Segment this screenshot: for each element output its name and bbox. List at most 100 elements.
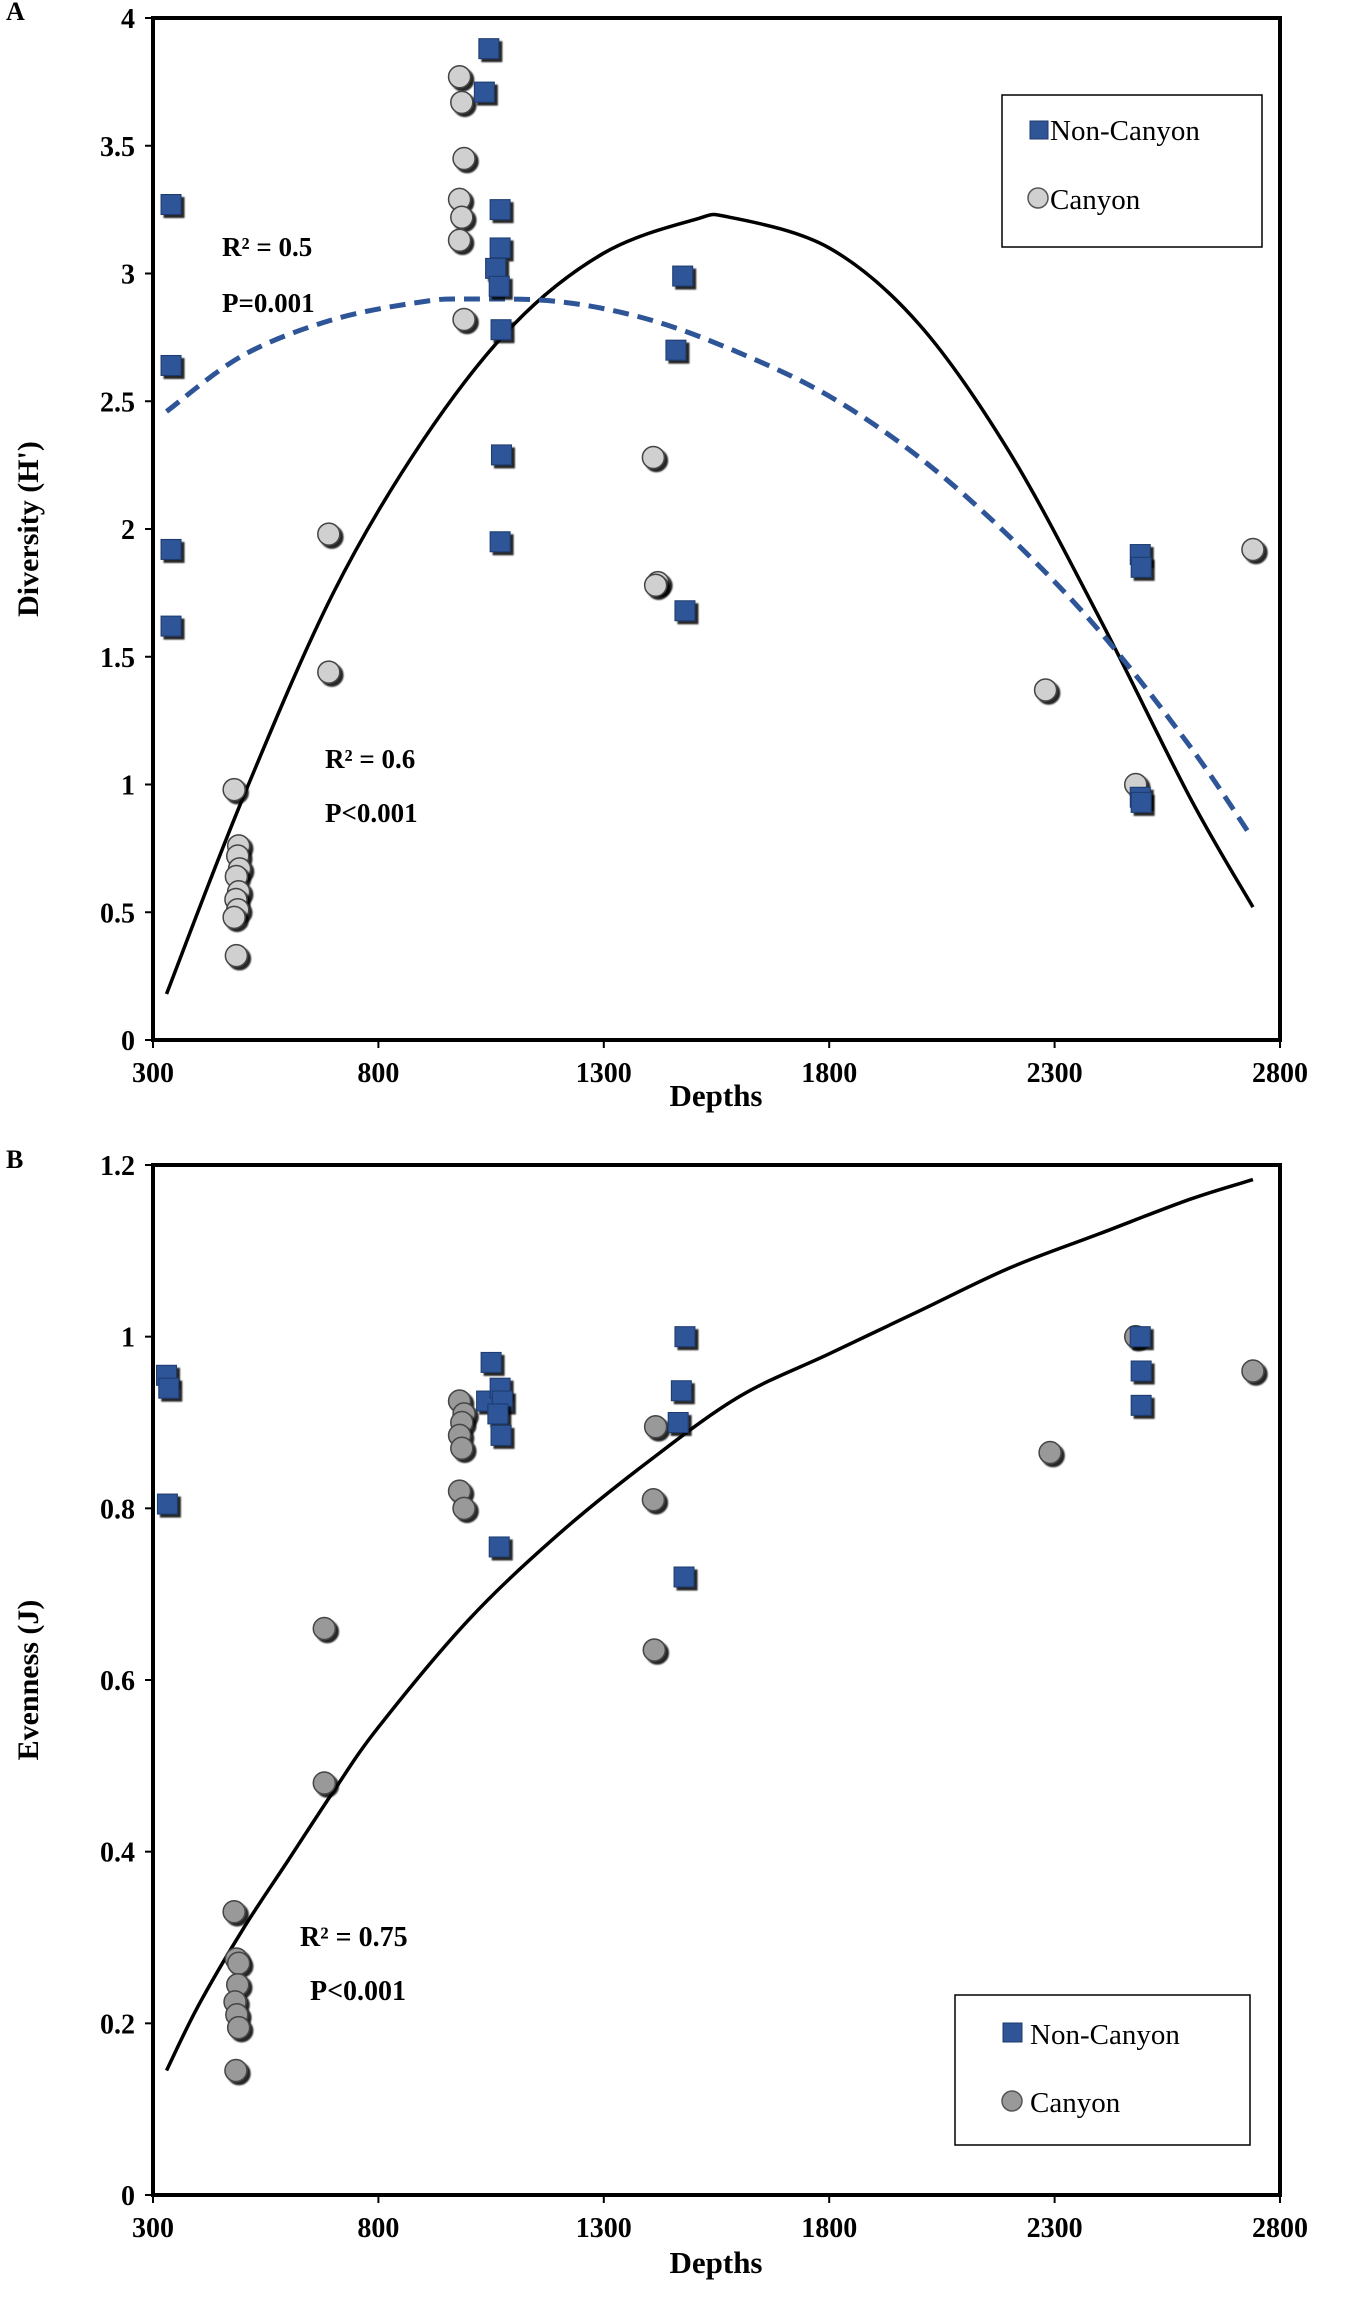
legend-box bbox=[954, 1994, 1251, 2146]
y-tick-label: 1.2 bbox=[100, 1151, 135, 1182]
x-axis-label: Depths bbox=[669, 1078, 762, 1113]
panel-a-letter: A bbox=[6, 0, 25, 26]
canyon-point bbox=[450, 90, 474, 115]
noncanyon-point bbox=[480, 1351, 502, 1373]
dashed-fit-curve bbox=[165, 296, 1253, 838]
y-tick-label: 0.2 bbox=[100, 2009, 135, 2040]
y-tick-label: 0 bbox=[121, 1026, 135, 1057]
canyon-point bbox=[452, 307, 476, 332]
legend-canyon-marker bbox=[1001, 2090, 1023, 2112]
noncanyon-point bbox=[1130, 1394, 1152, 1416]
fit-curves bbox=[164, 212, 1255, 995]
canyon-point bbox=[450, 1436, 474, 1460]
legend-noncanyon-marker bbox=[1029, 120, 1049, 140]
y-tick-label: 0.5 bbox=[100, 898, 135, 929]
canyon-point bbox=[226, 2015, 251, 2040]
canyon-point bbox=[317, 660, 341, 684]
noncanyon-point bbox=[667, 1412, 689, 1433]
legend: Non-Canyon Canyon bbox=[954, 1994, 1251, 2146]
fit-r2: R² = 0.75 bbox=[300, 1922, 408, 1953]
canyon-point bbox=[222, 905, 246, 930]
x-tick-label: 1800 bbox=[801, 1058, 857, 1089]
canyon-point bbox=[643, 1415, 668, 1439]
canyon-point bbox=[312, 1616, 337, 1641]
y-tick-label: 3 bbox=[121, 260, 135, 291]
noncanyon-point bbox=[1130, 556, 1152, 578]
noncanyon-point bbox=[1130, 1360, 1152, 1382]
x-tick-label: 1300 bbox=[576, 2213, 632, 2244]
noncanyon-point bbox=[160, 194, 182, 216]
canyon-point bbox=[224, 943, 249, 968]
noncanyon-point bbox=[489, 199, 511, 221]
y-tick-label: 0.8 bbox=[100, 1494, 135, 1525]
noncanyon-point bbox=[1129, 1326, 1151, 1348]
noncanyon-point bbox=[158, 1377, 180, 1399]
solid-fit-curve bbox=[164, 212, 1255, 995]
noncanyon-point bbox=[490, 319, 512, 341]
canyon-point bbox=[317, 522, 341, 546]
noncanyon-point bbox=[160, 354, 182, 376]
legend-noncanyon-marker bbox=[1002, 2022, 1023, 2043]
legend-box bbox=[1001, 94, 1263, 248]
panel-a: A 0 0.5 1 1.5 2 2.5 3 3.5 4 300 800 1300 1800 2300 28… bbox=[6, 0, 1308, 1113]
legend-canyon-marker bbox=[1027, 187, 1049, 209]
canyon-point bbox=[224, 2058, 248, 2083]
y-tick-label: 1 bbox=[121, 1323, 135, 1354]
noncanyon-point bbox=[490, 1424, 512, 1446]
y-axis-label: Diversity (H') bbox=[12, 441, 45, 617]
legend-noncanyon-label: Non-Canyon bbox=[1030, 2019, 1180, 2051]
y-tick-label: 1.5 bbox=[100, 643, 135, 674]
canyon-point bbox=[1241, 1359, 1265, 1383]
x-tick-label: 300 bbox=[132, 2213, 174, 2244]
fit-curves bbox=[164, 1177, 1254, 2072]
legend-canyon-label: Canyon bbox=[1050, 184, 1141, 216]
canyon-point bbox=[641, 445, 666, 470]
canyon-point bbox=[312, 1771, 337, 1795]
noncanyon-point bbox=[490, 444, 512, 466]
canyon-point bbox=[641, 1488, 666, 1512]
dashed-fit-p: P=0.001 bbox=[222, 288, 315, 318]
canyon-point bbox=[642, 1638, 667, 1662]
x-tick-label: 2800 bbox=[1252, 1058, 1308, 1089]
noncanyon-point bbox=[473, 81, 495, 103]
y-tick-label: 3.5 bbox=[100, 132, 135, 163]
y-tick-label: 0.6 bbox=[100, 1666, 135, 1697]
noncanyon-point bbox=[1130, 791, 1152, 813]
solid-fit-r2: R² = 0.6 bbox=[325, 744, 415, 774]
solid-fit-p: P<0.001 bbox=[325, 798, 418, 828]
x-tick-label: 800 bbox=[357, 1058, 399, 1089]
x-axis-label: Depths bbox=[669, 2245, 762, 2280]
canyon-point bbox=[222, 1900, 246, 1924]
legend-noncanyon-label: Non-Canyon bbox=[1050, 115, 1200, 147]
y-axis-ticks: 0 0.2 0.4 0.6 0.8 1 1.2 bbox=[100, 1151, 153, 2212]
canyon-point bbox=[447, 228, 472, 253]
x-tick-label: 2300 bbox=[1027, 2213, 1083, 2244]
noncanyon-point bbox=[489, 237, 511, 259]
panel-b: B 0 0.2 0.4 0.6 0.8 1 1.2 300 800 1300 1800 2300 28… bbox=[6, 1145, 1308, 2280]
y-tick-label: 2.5 bbox=[100, 387, 135, 418]
y-tick-label: 4 bbox=[121, 4, 135, 35]
legend: Non-Canyon Canyon bbox=[1001, 94, 1263, 248]
canyon-point bbox=[452, 146, 476, 171]
y-tick-label: 1 bbox=[121, 771, 135, 802]
noncanyon-point bbox=[672, 265, 694, 287]
data-points bbox=[156, 1324, 1265, 2083]
canyon-point bbox=[450, 205, 474, 230]
x-axis-ticks: 300 800 1300 1800 2300 2800 bbox=[132, 2195, 1308, 2244]
noncanyon-point bbox=[489, 531, 511, 553]
y-axis-ticks: 0 0.5 1 1.5 2 2.5 3 3.5 4 bbox=[100, 4, 153, 1057]
dashed-fit-r2: R² = 0.5 bbox=[222, 232, 312, 262]
noncanyon-point bbox=[160, 615, 182, 637]
panel-b-letter: B bbox=[6, 1145, 23, 1174]
noncanyon-point bbox=[670, 1380, 692, 1402]
x-tick-label: 2800 bbox=[1252, 2213, 1308, 2244]
noncanyon-point bbox=[488, 1536, 510, 1558]
x-tick-label: 1800 bbox=[801, 2213, 857, 2244]
canyon-point bbox=[447, 65, 472, 89]
canyon-point bbox=[452, 1496, 476, 1521]
x-tick-label: 300 bbox=[132, 1058, 174, 1089]
noncanyon-point bbox=[160, 538, 182, 560]
noncanyon-point bbox=[673, 1566, 695, 1588]
fit-p: P<0.001 bbox=[310, 1976, 406, 2007]
